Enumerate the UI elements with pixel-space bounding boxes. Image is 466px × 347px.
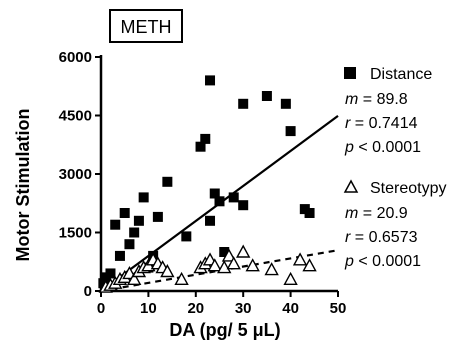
distance-point bbox=[124, 239, 135, 250]
distance-point bbox=[228, 192, 239, 203]
distance-point bbox=[205, 75, 216, 86]
distance-point bbox=[238, 98, 249, 109]
distance-point bbox=[209, 188, 220, 199]
stereotypy-p: p < 0.0001 bbox=[344, 253, 421, 270]
distance-point bbox=[98, 278, 109, 289]
distance-point bbox=[238, 200, 249, 211]
legend-distance-marker bbox=[344, 67, 356, 79]
stereotypy-points bbox=[98, 244, 317, 293]
distance-point bbox=[152, 211, 163, 222]
y-tick-label: 1500 bbox=[59, 225, 92, 242]
x-tick-label: 0 bbox=[97, 300, 105, 317]
stereotypy-point bbox=[302, 258, 317, 272]
distance-r: r = 0.7414 bbox=[345, 115, 418, 132]
distance-point bbox=[205, 215, 216, 226]
y-tick-label: 3000 bbox=[59, 166, 92, 183]
stereotypy-point bbox=[226, 256, 241, 270]
legend-stereotypy-label: Stereotypy bbox=[370, 180, 446, 197]
y-tick-label: 0 bbox=[84, 283, 92, 300]
distance-point bbox=[219, 247, 230, 257]
distance-p: p < 0.0001 bbox=[344, 139, 421, 156]
stereotypy-point bbox=[264, 262, 279, 276]
distance-slope: m = 89.8 bbox=[345, 91, 408, 108]
legend-stereotypy-marker bbox=[343, 179, 359, 193]
x-tick-label: 50 bbox=[330, 300, 347, 317]
distance-point bbox=[138, 192, 149, 203]
stereotypy-slope: m = 20.9 bbox=[345, 205, 408, 222]
distance-point bbox=[200, 133, 211, 144]
condition-tag: METH bbox=[109, 9, 183, 43]
distance-point bbox=[304, 208, 315, 218]
distance-point bbox=[214, 196, 225, 207]
stereotypy-point bbox=[174, 271, 189, 285]
distance-point bbox=[133, 215, 144, 226]
distance-point bbox=[129, 227, 140, 238]
x-tick-label: 10 bbox=[140, 300, 157, 317]
x-tick-label: 20 bbox=[187, 300, 204, 317]
x-tick-label: 40 bbox=[282, 300, 299, 317]
distance-point bbox=[110, 219, 121, 230]
stereotypy-point bbox=[292, 252, 308, 266]
x-tick-label: 30 bbox=[235, 300, 252, 317]
distance-point bbox=[114, 250, 125, 261]
distance-point bbox=[181, 231, 192, 242]
distance-point bbox=[119, 208, 130, 218]
stereotypy-r: r = 0.6573 bbox=[345, 229, 418, 246]
y-ticks: 0 1500 3000 4500 6000 bbox=[59, 49, 101, 300]
distance-point bbox=[162, 176, 173, 187]
stereotypy-point bbox=[217, 260, 232, 274]
stereotypy-point bbox=[207, 258, 222, 272]
distance-point bbox=[280, 98, 291, 109]
legend-stereotypy: Stereotypy m = 20.9 r = 0.6573 p < 0.000… bbox=[343, 179, 446, 270]
distance-point bbox=[195, 141, 206, 152]
distance-points bbox=[98, 75, 315, 289]
distance-point bbox=[105, 268, 116, 279]
distance-point bbox=[261, 91, 272, 101]
stereotypy-point bbox=[245, 258, 260, 272]
stereotypy-point bbox=[283, 271, 298, 285]
stereotypy-point bbox=[160, 264, 175, 278]
y-tick-label: 6000 bbox=[59, 49, 92, 66]
y-axis-title: Motor Stimulation bbox=[13, 109, 33, 262]
stereotypy-point bbox=[236, 244, 251, 258]
stereotypy-point bbox=[127, 271, 142, 285]
legend-distance: Distance m = 89.8 r = 0.7414 p < 0.0001 bbox=[344, 66, 432, 156]
y-tick-label: 4500 bbox=[59, 108, 92, 125]
condition-tag-label: METH bbox=[121, 17, 172, 37]
distance-point bbox=[285, 126, 296, 137]
legend-distance-label: Distance bbox=[370, 66, 432, 83]
condition-tag-box bbox=[109, 9, 183, 43]
x-ticks: 0 10 20 30 40 50 bbox=[97, 291, 347, 317]
x-axis-title: DA (pg/ 5 μL) bbox=[169, 320, 280, 340]
stereotypy-point bbox=[221, 248, 237, 262]
